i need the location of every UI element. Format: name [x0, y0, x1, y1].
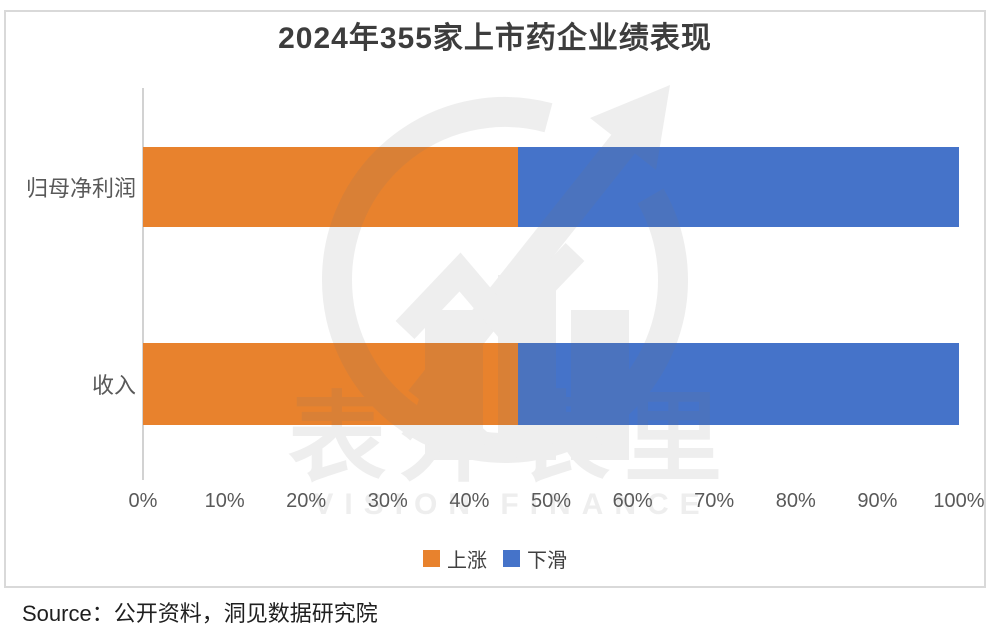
- x-axis-tick-label: 90%: [857, 490, 898, 512]
- bar-segment: [518, 147, 959, 227]
- y-axis-label: 收入: [91, 373, 136, 398]
- bar-segment: [143, 147, 519, 227]
- y-axis-label: 归母净利润: [25, 176, 136, 201]
- x-axis-tick-label: 40%: [449, 490, 490, 512]
- source-note: Source：公开资料，洞见数据研究院: [22, 601, 378, 626]
- bar-row: [143, 343, 959, 425]
- legend-label: 上涨: [447, 550, 487, 572]
- x-axis-tick-label: 70%: [694, 490, 735, 512]
- bar-segment: [143, 343, 519, 425]
- bar-segment: [518, 343, 959, 425]
- x-axis-tick-label: 100%: [933, 490, 985, 512]
- legend-item: 上涨: [423, 544, 487, 573]
- chart-container: [4, 10, 986, 588]
- legend: 上涨 下滑: [4, 544, 986, 573]
- x-axis-tick-label: 80%: [775, 490, 816, 512]
- y-axis-line: [142, 88, 144, 480]
- x-axis-tick-label: 0%: [128, 490, 158, 512]
- legend-item: 下滑: [503, 544, 567, 573]
- x-axis-tick-label: 60%: [612, 490, 653, 512]
- x-axis-tick-label: 30%: [367, 490, 408, 512]
- x-axis-tick-label: 50%: [530, 490, 572, 512]
- x-axis-tick-label: 10%: [204, 490, 245, 512]
- legend-swatch-icon: [423, 550, 440, 567]
- legend-swatch-icon: [503, 550, 520, 567]
- bar-row: [143, 147, 959, 227]
- legend-label: 下滑: [527, 550, 567, 572]
- chart-title: 2024年355家上市药企业绩表现: [278, 22, 712, 55]
- x-axis-tick-label: 20%: [286, 490, 327, 512]
